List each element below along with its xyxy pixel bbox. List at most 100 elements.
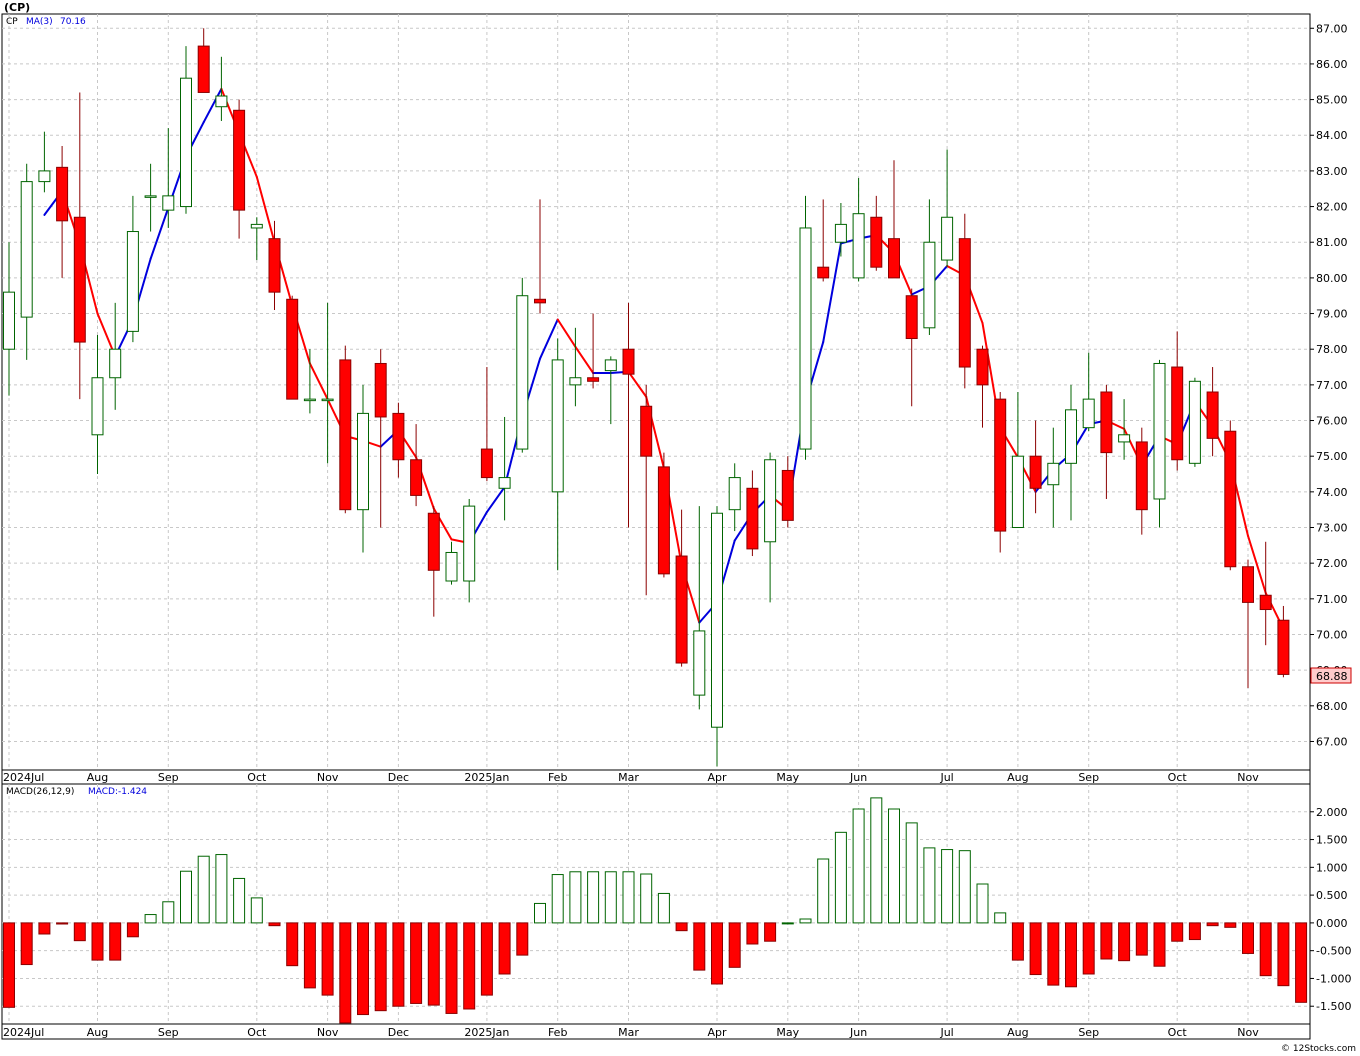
macd-bar-negative bbox=[1100, 922, 1113, 960]
macd-bar-negative bbox=[410, 922, 423, 1004]
candle-down bbox=[1100, 391, 1113, 454]
candle-up bbox=[728, 477, 741, 511]
macd-bar-negative bbox=[1188, 922, 1201, 941]
candle-up bbox=[445, 551, 458, 582]
candle-up bbox=[3, 291, 15, 350]
macd-bar-negative bbox=[1011, 922, 1024, 961]
date-label: Nov bbox=[317, 1026, 339, 1039]
ma-value: 70.16 bbox=[60, 17, 86, 27]
date-label: May bbox=[776, 771, 799, 784]
candle-up bbox=[250, 223, 263, 229]
macd-bar-negative bbox=[1171, 922, 1184, 942]
candle-up bbox=[834, 223, 847, 243]
macd-bar-positive bbox=[551, 874, 564, 924]
ma-segment bbox=[556, 318, 577, 348]
ma-segment bbox=[574, 345, 595, 374]
date-label: Sep bbox=[158, 771, 179, 784]
macd-tick-label: -1.000 bbox=[1316, 972, 1351, 985]
macd-bar-positive bbox=[994, 912, 1007, 924]
date-label: Feb bbox=[548, 1026, 567, 1039]
candle-up bbox=[126, 231, 139, 332]
price-tick-label: 72.00 bbox=[1316, 557, 1348, 570]
date-label: Nov bbox=[1237, 771, 1259, 784]
macd-bar-negative bbox=[516, 922, 529, 956]
macd-tick-label: 0.500 bbox=[1316, 889, 1348, 902]
macd-tick-label: 1.000 bbox=[1316, 861, 1348, 874]
date-label: Dec bbox=[388, 1026, 409, 1039]
price-tick-label: 80.00 bbox=[1316, 272, 1348, 285]
macd-bar-negative bbox=[1295, 922, 1308, 1003]
date-axis-strip-1 bbox=[1, 769, 1311, 785]
macd-bar-negative bbox=[56, 922, 69, 925]
date-label: Jun bbox=[849, 771, 867, 784]
candle-up bbox=[1188, 380, 1201, 464]
date-label: Jun bbox=[849, 1026, 867, 1039]
macd-bar-negative bbox=[675, 922, 688, 932]
candle-up bbox=[463, 505, 476, 582]
macd-bar-negative bbox=[764, 922, 777, 942]
macd-tick-label: -0.500 bbox=[1316, 945, 1351, 958]
ma-segment bbox=[485, 486, 506, 514]
macd-bar-negative bbox=[126, 922, 139, 938]
macd-bar-negative bbox=[1224, 922, 1237, 928]
date-label: 2024Jul bbox=[3, 771, 44, 784]
macd-bar-negative bbox=[1082, 922, 1095, 975]
price-tick-label: 67.00 bbox=[1316, 735, 1348, 748]
macd-bar-negative bbox=[728, 922, 741, 968]
candle-down bbox=[817, 266, 830, 279]
ma-segment bbox=[1247, 534, 1267, 594]
last-price-label: 68.88 bbox=[1316, 670, 1348, 683]
ma-segment bbox=[539, 318, 559, 360]
macd-bar-negative bbox=[1277, 922, 1290, 987]
macd-bar-positive bbox=[958, 850, 971, 924]
date-label: Mar bbox=[618, 1026, 639, 1039]
date-label: May bbox=[776, 1026, 799, 1039]
price-tick-label: 85.00 bbox=[1316, 94, 1348, 107]
date-label: 2024Jul bbox=[3, 1026, 44, 1039]
candle-up bbox=[604, 359, 617, 372]
price-tick-label: 87.00 bbox=[1316, 22, 1348, 35]
candle-up bbox=[91, 377, 104, 436]
ma-label: MA(3) bbox=[26, 17, 53, 27]
macd-bar-negative bbox=[498, 922, 511, 975]
price-tick-label: 79.00 bbox=[1316, 308, 1348, 321]
macd-bar-positive bbox=[162, 901, 175, 924]
candle-up bbox=[1118, 434, 1131, 443]
macd-bar-negative bbox=[392, 922, 405, 1007]
date-label: Dec bbox=[388, 771, 409, 784]
macd-bar-positive bbox=[640, 873, 653, 924]
candle-down bbox=[622, 348, 635, 375]
macd-label: MACD(26,12,9) bbox=[6, 787, 74, 797]
date-label: Oct bbox=[1168, 1026, 1188, 1039]
macd-bar-positive bbox=[569, 871, 582, 924]
price-tick-label: 74.00 bbox=[1316, 486, 1348, 499]
macd-gridlines bbox=[2, 784, 1310, 1024]
macd-bar-positive bbox=[657, 892, 670, 924]
candle-down bbox=[587, 377, 600, 382]
candle-down bbox=[534, 298, 546, 304]
date-label: Aug bbox=[87, 771, 108, 784]
candle-down bbox=[1242, 566, 1254, 603]
candle-down bbox=[1135, 441, 1148, 511]
macd-bar-negative bbox=[357, 922, 369, 1016]
candle-down bbox=[657, 466, 670, 575]
macd-bar-positive bbox=[923, 847, 936, 924]
date-label: Apr bbox=[707, 1026, 727, 1039]
candle-down bbox=[888, 238, 900, 279]
macd-bar-positive bbox=[834, 831, 847, 924]
macd-y-axis: -1.500 -1.000 -0.500 0.000 0.500 1.000 1.500 2.… bbox=[1310, 806, 1351, 1013]
candle-up bbox=[357, 412, 369, 511]
candle-up bbox=[1153, 362, 1166, 500]
macd-bar-positive bbox=[233, 877, 246, 924]
candle-down bbox=[1171, 366, 1184, 461]
candle-down bbox=[286, 298, 299, 400]
macd-bar-negative bbox=[20, 922, 33, 966]
candle-up bbox=[516, 295, 529, 450]
candle-down bbox=[427, 512, 440, 571]
macd-bar-negative bbox=[746, 922, 759, 945]
candlestick-series bbox=[3, 28, 1290, 767]
macd-bar-negative bbox=[463, 922, 476, 1010]
date-label: Nov bbox=[1237, 1026, 1259, 1039]
candle-down bbox=[73, 216, 86, 343]
price-panel: 67.0068.0069.0070.0071.0072.0073.0074.00… bbox=[1, 13, 1352, 771]
